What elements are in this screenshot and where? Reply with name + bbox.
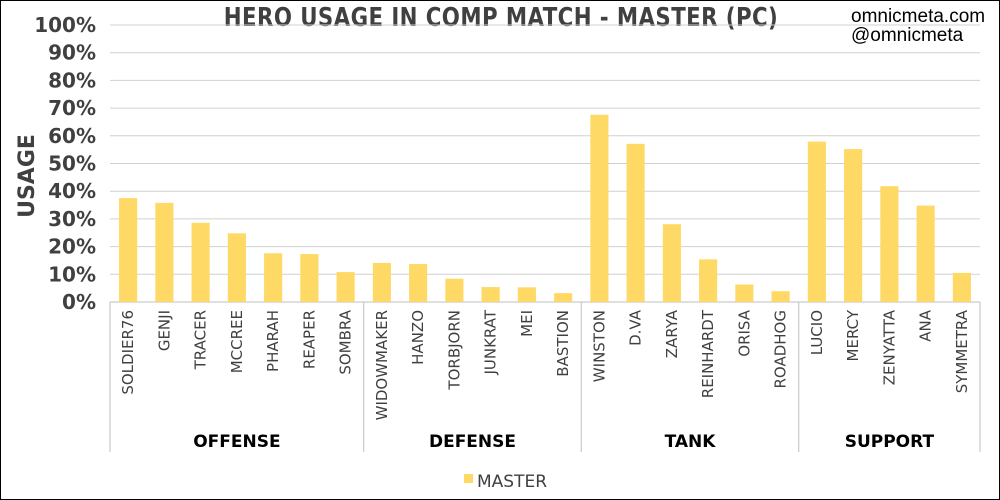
group-label-tank: TANK: [665, 432, 717, 452]
y-tick-label: 20%: [48, 235, 96, 259]
category-label: SOMBRA: [337, 309, 355, 374]
y-axis-ticks: 0% 10% 20% 30% 40% 50% 60% 70% 80% 90% 100%: [34, 13, 96, 314]
group-labels: OFFENSE DEFENSE TANK SUPPORT: [109, 302, 981, 452]
category-label: MERCY: [844, 309, 862, 361]
bar-tracer: [191, 222, 210, 302]
bar-soldier76: [119, 198, 138, 302]
group-label-offense: OFFENSE: [193, 432, 280, 452]
y-tick-label: 100%: [34, 13, 96, 37]
bar-reinhardt: [699, 259, 718, 302]
y-tick-label: 80%: [48, 68, 96, 92]
category-label: ROADHOG: [772, 310, 790, 389]
category-labels: SOLDIER76 GENJI TRACER MCCREE PHARAH REAPER SO…: [119, 309, 971, 420]
y-tick-label: 40%: [48, 179, 96, 203]
bar-winston: [590, 114, 609, 302]
category-label: JUNKRAT: [482, 309, 500, 375]
bar-reaper: [300, 254, 319, 302]
bar-junkrat: [481, 287, 500, 302]
bar-orisa: [735, 284, 754, 302]
category-label: MCCREE: [228, 310, 246, 373]
category-label: SOLDIER76: [119, 310, 137, 395]
bar-mccree: [227, 233, 246, 302]
credit-site: omnicmeta.com: [851, 6, 986, 27]
gridlines: [110, 24, 980, 303]
group-label-support: SUPPORT: [845, 432, 935, 452]
category-label: LUCIO: [808, 310, 826, 355]
bar-bastion: [554, 293, 573, 302]
category-label: REINHARDT: [699, 309, 717, 398]
category-label: ANA: [917, 309, 935, 341]
category-label: BASTION: [554, 310, 572, 377]
y-tick-label: 10%: [48, 262, 96, 286]
category-label: D.VA: [627, 309, 645, 346]
category-label: ZENYATTA: [880, 309, 898, 385]
bar-ana: [916, 205, 935, 302]
category-label: ZARYA: [663, 309, 681, 358]
category-label: WINSTON: [590, 310, 608, 382]
category-label: TRACER: [192, 310, 210, 370]
bar-lucio: [807, 141, 826, 302]
category-label: PHARAH: [264, 310, 282, 372]
bar-mercy: [844, 149, 863, 302]
bars: [119, 114, 971, 302]
y-tick-label: 60%: [48, 124, 96, 148]
legend-swatch-master: [464, 474, 473, 483]
category-label: REAPER: [300, 310, 318, 369]
bar-sombra: [336, 272, 355, 302]
y-tick-label: 50%: [48, 152, 96, 176]
bar-hanzo: [409, 264, 428, 302]
category-label: SYMMETRA: [953, 309, 971, 393]
bar-roadhog: [771, 291, 790, 302]
bar-dva: [626, 143, 645, 302]
category-label: HANZO: [409, 310, 427, 365]
bar-genji: [155, 202, 174, 302]
credit-handle: @omnicmeta: [851, 25, 964, 46]
category-label: GENJI: [155, 310, 173, 351]
bar-widowmaker: [372, 262, 391, 302]
group-label-defense: DEFENSE: [429, 432, 516, 452]
category-label: ORISA: [735, 309, 753, 356]
category-label: TORBJORN: [445, 310, 463, 391]
y-tick-label: 0%: [62, 290, 96, 314]
legend-label-master: MASTER: [477, 472, 547, 492]
bar-zenyatta: [880, 186, 899, 302]
bar-mei: [517, 287, 536, 302]
y-tick-label: 30%: [48, 207, 96, 231]
y-tick-label: 70%: [48, 96, 96, 120]
category-label: MEI: [518, 310, 536, 337]
bar-pharah: [264, 253, 283, 302]
y-tick-label: 90%: [48, 41, 96, 65]
chart-title: HERO USAGE IN COMP MATCH - MASTER (PC): [223, 3, 779, 33]
bar-symmetra: [952, 272, 971, 302]
bar-zarya: [662, 224, 681, 302]
bar-torbjorn: [445, 278, 464, 302]
y-axis-label: USAGE: [15, 134, 40, 218]
category-label: WIDOWMAKER: [373, 310, 391, 420]
